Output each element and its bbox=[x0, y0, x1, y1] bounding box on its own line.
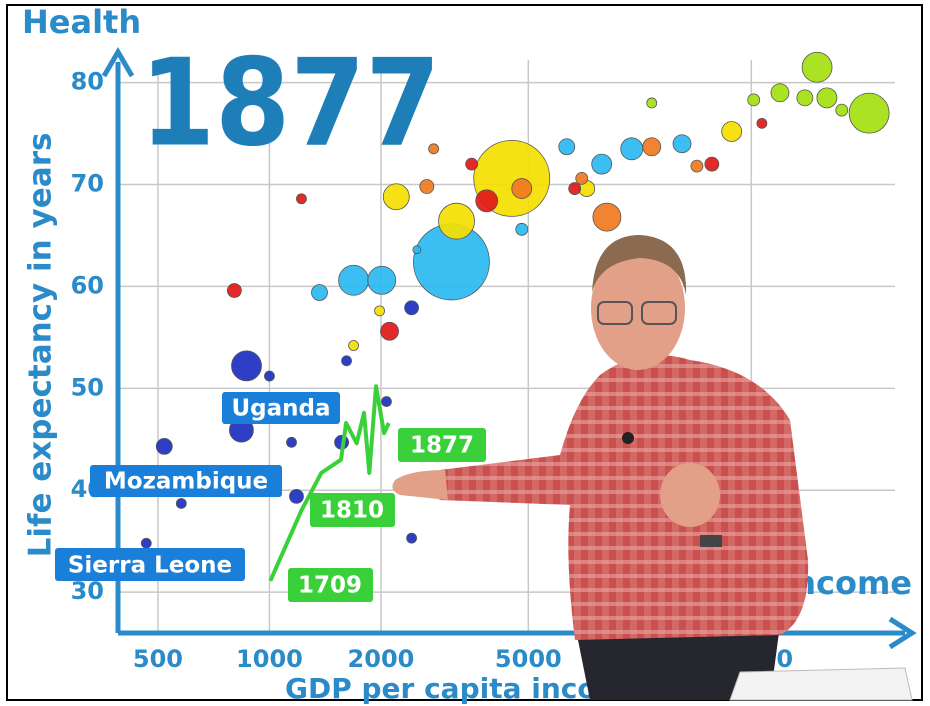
fist bbox=[660, 463, 720, 527]
bubble bbox=[770, 83, 790, 103]
bubble bbox=[575, 171, 589, 185]
labels: Uganda Mozambique Sierra Leone 1877 1810… bbox=[55, 392, 486, 602]
bubble bbox=[438, 202, 475, 240]
year: 1877 bbox=[140, 35, 440, 174]
bubble bbox=[620, 137, 644, 161]
x-tick-label: 1000 bbox=[236, 645, 303, 673]
country-label: Mozambique bbox=[104, 469, 268, 495]
ticks: 30405060708050010002000500020000 bbox=[71, 68, 793, 673]
axes: Health Life expectancy in years GDP per … bbox=[22, 3, 917, 705]
bubble bbox=[646, 97, 658, 109]
label-box bbox=[55, 548, 245, 581]
bubble bbox=[231, 350, 262, 382]
bubble bbox=[816, 87, 838, 109]
head bbox=[591, 246, 685, 370]
bubble bbox=[406, 532, 418, 544]
glasses bbox=[641, 301, 677, 325]
bubble bbox=[642, 137, 662, 157]
label-box bbox=[222, 392, 340, 424]
y-axis-name: Health bbox=[22, 3, 141, 41]
bubble bbox=[848, 92, 890, 134]
bubble bbox=[801, 51, 833, 83]
y-label: Life expectancy in years bbox=[23, 133, 59, 558]
hair bbox=[592, 235, 687, 295]
bubble bbox=[338, 264, 369, 296]
label-box bbox=[310, 493, 395, 527]
y-arrow bbox=[101, 47, 135, 78]
bubble bbox=[380, 321, 399, 341]
shirt bbox=[432, 355, 809, 640]
bubble bbox=[756, 117, 768, 129]
bubble bbox=[747, 93, 761, 107]
bubble bbox=[140, 537, 152, 549]
x-arrow bbox=[888, 616, 917, 650]
bubble bbox=[796, 89, 814, 107]
bubble bbox=[296, 193, 307, 205]
bubble bbox=[341, 355, 352, 367]
label-box bbox=[90, 465, 282, 497]
y-tick-label: 60 bbox=[71, 271, 104, 299]
bubble bbox=[404, 300, 420, 316]
trail bbox=[268, 384, 391, 582]
label-box bbox=[288, 568, 373, 602]
microphone bbox=[622, 432, 634, 444]
bubble bbox=[381, 396, 392, 407]
bubble bbox=[348, 340, 359, 351]
x-tick-label: 500 bbox=[133, 645, 183, 673]
year-label: 1877 bbox=[410, 433, 474, 459]
bubble bbox=[721, 121, 743, 142]
bubble bbox=[412, 245, 422, 255]
bubble bbox=[419, 179, 435, 194]
year-label: 1810 bbox=[320, 498, 384, 524]
bubble bbox=[568, 182, 582, 195]
bubble bbox=[465, 157, 479, 171]
bubble bbox=[175, 498, 187, 509]
country-label: Sierra Leone bbox=[68, 553, 232, 579]
bubble bbox=[382, 183, 410, 211]
bubble bbox=[374, 305, 385, 317]
y-tick-label: 80 bbox=[71, 68, 104, 96]
label-box bbox=[398, 428, 486, 462]
bubble bbox=[264, 370, 275, 382]
country-label: Uganda bbox=[231, 396, 330, 422]
bubble bbox=[311, 284, 328, 301]
y-tick-label: 30 bbox=[71, 577, 104, 605]
bubble bbox=[286, 436, 297, 448]
hand bbox=[392, 470, 448, 500]
y-tick-label: 70 bbox=[71, 169, 104, 197]
bubble bbox=[511, 178, 533, 199]
bubble bbox=[672, 134, 692, 154]
bubble bbox=[155, 438, 173, 455]
y-tick-label: 50 bbox=[71, 373, 104, 401]
bubble bbox=[475, 189, 499, 213]
bubble bbox=[226, 283, 242, 298]
bubble bbox=[367, 265, 397, 295]
bubble bbox=[515, 222, 529, 236]
bubble bbox=[704, 156, 720, 172]
watch bbox=[700, 535, 722, 547]
bubble bbox=[558, 138, 576, 156]
bubble bbox=[289, 488, 304, 504]
x-label: GDP per capita income bbox=[285, 672, 645, 705]
laptop bbox=[729, 667, 913, 701]
presenter bbox=[392, 235, 913, 701]
bubble bbox=[428, 143, 440, 155]
glasses bbox=[597, 301, 633, 325]
x-tick-label: 2000 bbox=[348, 645, 415, 673]
year-label: 1709 bbox=[298, 573, 362, 599]
x-tick-label: 5000 bbox=[495, 645, 562, 673]
bubble bbox=[592, 202, 622, 232]
bubble bbox=[591, 153, 613, 175]
bubble bbox=[835, 103, 849, 117]
bubble bbox=[690, 159, 704, 173]
trousers bbox=[575, 625, 780, 700]
